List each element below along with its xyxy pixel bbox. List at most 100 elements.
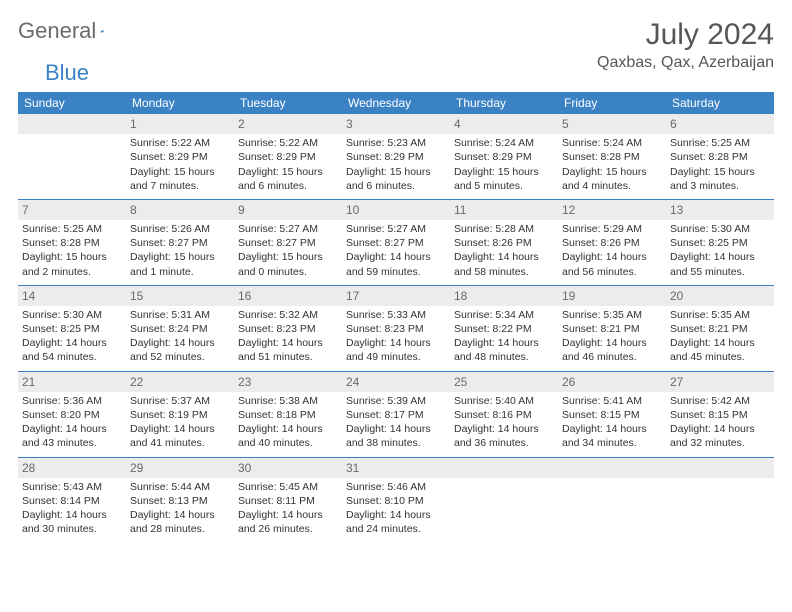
day-cell: 14Sunrise: 5:30 AMSunset: 8:25 PMDayligh… [18,285,126,371]
day-number: 15 [126,286,234,306]
day-detail-line: Sunset: 8:17 PM [346,408,446,422]
day-detail-line: Sunrise: 5:28 AM [454,222,554,236]
day-detail-line: Sunset: 8:28 PM [562,150,662,164]
day-detail-line: Sunset: 8:26 PM [454,236,554,250]
day-detail-line: Daylight: 15 hours [238,165,338,179]
day-detail-line: and 3 minutes. [670,179,770,193]
day-cell: 22Sunrise: 5:37 AMSunset: 8:19 PMDayligh… [126,371,234,457]
day-detail-line: and 40 minutes. [238,436,338,450]
day-detail-line: Daylight: 14 hours [22,422,122,436]
day-detail-line: Sunrise: 5:41 AM [562,394,662,408]
day-detail-line: and 52 minutes. [130,350,230,364]
day-detail-line: and 7 minutes. [130,179,230,193]
day-detail-line: Daylight: 14 hours [22,508,122,522]
logo: General [18,18,124,44]
day-number: 29 [126,458,234,478]
day-number: 10 [342,200,450,220]
day-number: 9 [234,200,342,220]
day-detail-line: and 38 minutes. [346,436,446,450]
day-cell: 31Sunrise: 5:46 AMSunset: 8:10 PMDayligh… [342,457,450,542]
day-detail-line: Sunrise: 5:30 AM [670,222,770,236]
day-cell: 1Sunrise: 5:22 AMSunset: 8:29 PMDaylight… [126,114,234,199]
day-number: 6 [666,114,774,134]
day-detail-line: Sunrise: 5:44 AM [130,480,230,494]
day-cell [450,457,558,542]
day-detail-line: Sunrise: 5:43 AM [22,480,122,494]
day-cell: 23Sunrise: 5:38 AMSunset: 8:18 PMDayligh… [234,371,342,457]
week-row: 14Sunrise: 5:30 AMSunset: 8:25 PMDayligh… [18,285,774,371]
day-cell: 12Sunrise: 5:29 AMSunset: 8:26 PMDayligh… [558,199,666,285]
day-number: 19 [558,286,666,306]
day-detail-line: Sunrise: 5:29 AM [562,222,662,236]
day-number: 20 [666,286,774,306]
dayhead-tue: Tuesday [234,92,342,114]
day-number: 30 [234,458,342,478]
day-detail-line: Sunset: 8:23 PM [346,322,446,336]
day-detail-line: Daylight: 14 hours [562,250,662,264]
day-detail-line: Sunset: 8:29 PM [238,150,338,164]
day-detail-line: Sunrise: 5:40 AM [454,394,554,408]
day-detail-line: Sunset: 8:16 PM [454,408,554,422]
day-detail-line: and 6 minutes. [238,179,338,193]
day-number: 13 [666,200,774,220]
day-detail-line: Sunset: 8:15 PM [562,408,662,422]
day-detail-line: Daylight: 15 hours [670,165,770,179]
day-detail-line: Sunrise: 5:30 AM [22,308,122,322]
day-detail-line: Sunset: 8:11 PM [238,494,338,508]
day-detail-line: and 26 minutes. [238,522,338,536]
day-detail-line: Daylight: 14 hours [130,422,230,436]
day-cell: 6Sunrise: 5:25 AMSunset: 8:28 PMDaylight… [666,114,774,199]
day-detail-line: Daylight: 14 hours [238,422,338,436]
day-detail-line: and 58 minutes. [454,265,554,279]
day-cell: 4Sunrise: 5:24 AMSunset: 8:29 PMDaylight… [450,114,558,199]
day-detail-line: and 24 minutes. [346,522,446,536]
day-number: 24 [342,372,450,392]
day-detail-line: and 43 minutes. [22,436,122,450]
day-cell: 19Sunrise: 5:35 AMSunset: 8:21 PMDayligh… [558,285,666,371]
day-number: 1 [126,114,234,134]
day-detail-line: Sunrise: 5:32 AM [238,308,338,322]
day-cell: 2Sunrise: 5:22 AMSunset: 8:29 PMDaylight… [234,114,342,199]
day-cell: 25Sunrise: 5:40 AMSunset: 8:16 PMDayligh… [450,371,558,457]
day-detail-line: Sunrise: 5:31 AM [130,308,230,322]
day-cell: 5Sunrise: 5:24 AMSunset: 8:28 PMDaylight… [558,114,666,199]
day-number: 27 [666,372,774,392]
logo-triangle-icon [100,22,104,40]
day-detail-line: Sunrise: 5:22 AM [130,136,230,150]
day-cell: 18Sunrise: 5:34 AMSunset: 8:22 PMDayligh… [450,285,558,371]
day-detail-line: and 56 minutes. [562,265,662,279]
day-number [18,114,126,134]
day-detail-line: Daylight: 14 hours [130,508,230,522]
day-detail-line: Sunrise: 5:39 AM [346,394,446,408]
day-number: 22 [126,372,234,392]
day-detail-line: and 59 minutes. [346,265,446,279]
dayhead-sat: Saturday [666,92,774,114]
day-number: 4 [450,114,558,134]
day-detail-line: and 1 minute. [130,265,230,279]
day-detail-line: and 32 minutes. [670,436,770,450]
day-detail-line: Sunset: 8:20 PM [22,408,122,422]
day-detail-line: Daylight: 14 hours [670,250,770,264]
day-detail-line: Daylight: 15 hours [562,165,662,179]
day-detail-line: and 48 minutes. [454,350,554,364]
day-detail-line: Daylight: 14 hours [670,336,770,350]
day-cell: 21Sunrise: 5:36 AMSunset: 8:20 PMDayligh… [18,371,126,457]
day-detail-line: Sunrise: 5:27 AM [346,222,446,236]
dayhead-mon: Monday [126,92,234,114]
day-cell: 7Sunrise: 5:25 AMSunset: 8:28 PMDaylight… [18,199,126,285]
day-number: 2 [234,114,342,134]
month-title: July 2024 [597,18,774,52]
day-detail-line: Daylight: 14 hours [346,250,446,264]
day-detail-line: Sunset: 8:10 PM [346,494,446,508]
day-detail-line: Sunset: 8:21 PM [670,322,770,336]
day-cell: 28Sunrise: 5:43 AMSunset: 8:14 PMDayligh… [18,457,126,542]
week-row: 1Sunrise: 5:22 AMSunset: 8:29 PMDaylight… [18,114,774,199]
day-detail-line: and 34 minutes. [562,436,662,450]
day-detail-line: and 0 minutes. [238,265,338,279]
day-cell: 15Sunrise: 5:31 AMSunset: 8:24 PMDayligh… [126,285,234,371]
dayhead-wed: Wednesday [342,92,450,114]
day-detail-line: and 2 minutes. [22,265,122,279]
day-detail-line: Sunset: 8:29 PM [454,150,554,164]
day-detail-line: and 4 minutes. [562,179,662,193]
day-detail-line: Sunset: 8:15 PM [670,408,770,422]
